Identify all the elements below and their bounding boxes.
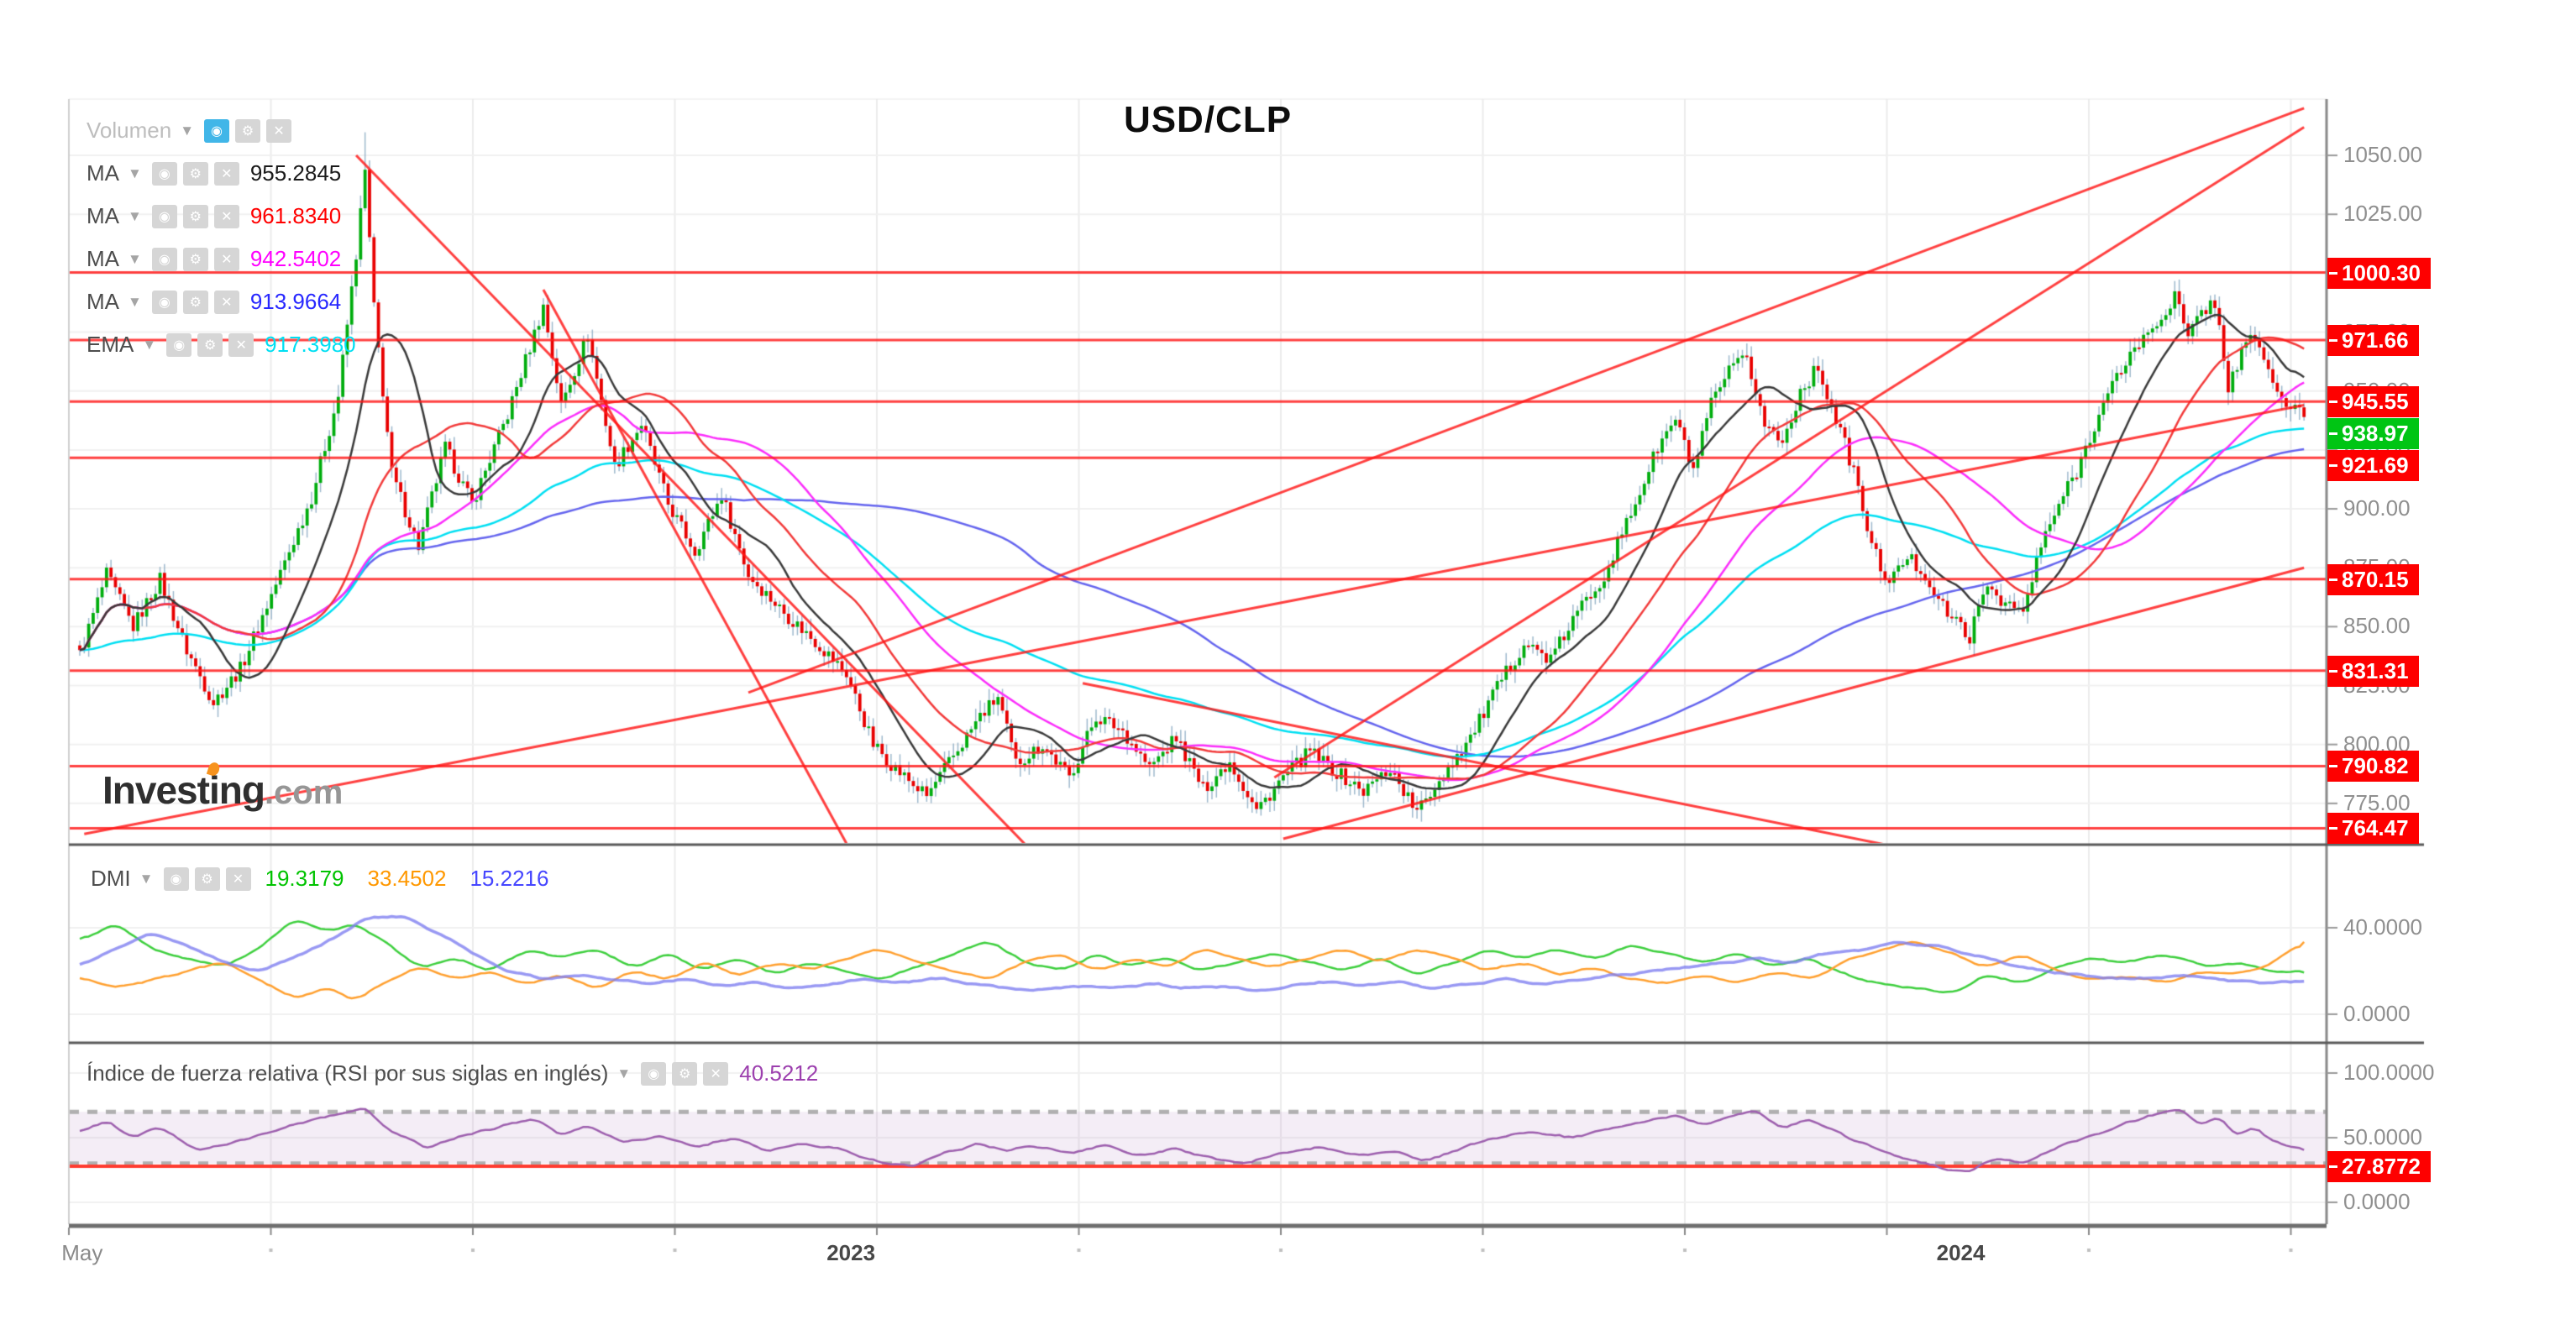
price-tick-label: 1025.00 (2343, 201, 2422, 227)
price-level-badge: 764.47 (2327, 813, 2419, 845)
remove-button[interactable]: ✕ (213, 290, 239, 314)
rsi-value: 40.5212 (739, 1060, 819, 1086)
last-price-badge: 938.97 (2327, 418, 2419, 450)
overlay-label: MA (87, 246, 119, 271)
settings-button[interactable]: ⚙ (182, 161, 208, 186)
indicator-legend-volume: Volumen ▼ ◉ ⚙ ✕ (87, 118, 292, 144)
overlay-label: MA (87, 289, 119, 314)
indicator-value: 955.2845 (249, 160, 342, 186)
dropdown-caret-icon[interactable]: ▼ (616, 1065, 632, 1081)
price-level-badge: 921.69 (2327, 450, 2419, 482)
visibility-toggle-button[interactable]: ◉ (151, 204, 177, 228)
indicator-value: 33.4502 (367, 866, 447, 891)
time-axis[interactable] (69, 1224, 2327, 1275)
visibility-toggle-button[interactable]: ◉ (204, 118, 230, 143)
settings-button[interactable]: ⚙ (182, 204, 208, 228)
settings-button[interactable]: ⚙ (182, 290, 208, 314)
rsi-label: Índice de fuerza relativa (RSI por sus s… (87, 1060, 609, 1086)
indicator-legend-rsi: Índice de fuerza relativa (RSI por sus s… (87, 1060, 818, 1086)
overlay-legend-row: MA ▼ ◉ ⚙ ✕ 942.5402 (87, 246, 341, 272)
remove-button[interactable]: ✕ (266, 118, 292, 143)
overlay-legend-row: EMA ▼ ◉ ⚙ ✕ 917.3980 (87, 332, 356, 358)
price-tick-label: 775.00 (2343, 789, 2411, 815)
dmi-tick-label: 40.0000 (2343, 914, 2422, 940)
settings-button[interactable]: ⚙ (235, 118, 261, 143)
watermark-brand: Investing (102, 768, 265, 812)
visibility-toggle-button[interactable]: ◉ (163, 866, 189, 891)
dropdown-caret-icon[interactable]: ▼ (128, 250, 142, 267)
overlay-legend-row: MA ▼ ◉ ⚙ ✕ 961.8340 (87, 203, 341, 229)
settings-button[interactable]: ⚙ (194, 866, 220, 891)
indicator-value: 15.2216 (470, 866, 549, 891)
volume-label: Volumen (87, 118, 172, 143)
settings-button[interactable]: ⚙ (672, 1061, 698, 1086)
dropdown-caret-icon[interactable]: ▼ (142, 336, 157, 353)
dmi-tick-label: 0.0000 (2343, 1000, 2411, 1026)
indicator-value: 917.3980 (265, 332, 356, 357)
visibility-toggle-button[interactable]: ◉ (151, 161, 177, 186)
price-level-badge: 945.55 (2327, 386, 2419, 418)
remove-button[interactable]: ✕ (228, 332, 254, 357)
visibility-toggle-button[interactable]: ◉ (151, 247, 177, 271)
price-tick-label: 850.00 (2343, 613, 2411, 639)
dmi-values: 19.3179 33.4502 15.2216 (265, 866, 549, 892)
rsi-tick-label: 0.0000 (2343, 1188, 2411, 1214)
time-axis-label: 2023 (826, 1240, 876, 1265)
settings-button[interactable]: ⚙ (197, 332, 223, 357)
dmi-label: DMI (91, 866, 131, 891)
price-level-badge: 1000.30 (2327, 257, 2431, 289)
price-level-badge: 870.15 (2327, 563, 2419, 595)
overlay-label: EMA (87, 332, 134, 357)
indicator-value: 961.8340 (249, 203, 342, 228)
price-level-badge: 831.31 (2327, 655, 2419, 687)
dropdown-caret-icon[interactable]: ▼ (128, 293, 142, 310)
visibility-toggle-button[interactable]: ◉ (166, 332, 192, 357)
dropdown-caret-icon[interactable]: ▼ (180, 122, 195, 139)
indicator-value: 19.3179 (265, 866, 344, 891)
price-level-badge: 790.82 (2327, 751, 2419, 783)
indicator-value: 913.9664 (249, 289, 342, 314)
rsi-tick-label: 50.0000 (2343, 1124, 2422, 1149)
dropdown-caret-icon[interactable]: ▼ (128, 207, 142, 224)
time-axis-label: May (61, 1240, 103, 1265)
remove-button[interactable]: ✕ (225, 866, 251, 891)
visibility-toggle-button[interactable]: ◉ (641, 1061, 667, 1086)
watermark-suffix: .com (264, 774, 344, 811)
rsi-tick-label: 100.0000 (2343, 1060, 2435, 1086)
remove-button[interactable]: ✕ (703, 1061, 729, 1086)
overlay-legend-row: MA ▼ ◉ ⚙ ✕ 955.2845 (87, 160, 341, 186)
dropdown-caret-icon[interactable]: ▼ (139, 870, 154, 887)
visibility-toggle-button[interactable]: ◉ (151, 290, 177, 314)
symbol-title: USD/CLP (1123, 99, 1293, 140)
indicator-legend-dmi: DMI ▼ ◉ ⚙ ✕ 19.3179 33.4502 15.2216 (91, 866, 548, 892)
time-axis-label: 2024 (1936, 1240, 1986, 1265)
investing-watermark: Investing.com (102, 761, 344, 813)
indicator-value: 942.5402 (249, 246, 342, 271)
remove-button[interactable]: ✕ (213, 247, 239, 271)
rsi-level-badge: 27.8772 (2327, 1151, 2431, 1183)
overlay-legend-row: MA ▼ ◉ ⚙ ✕ 913.9664 (87, 289, 341, 315)
overlay-label: MA (87, 160, 119, 186)
price-level-badge: 971.66 (2327, 324, 2419, 356)
settings-button[interactable]: ⚙ (182, 247, 208, 271)
remove-button[interactable]: ✕ (213, 161, 239, 186)
dropdown-caret-icon[interactable]: ▼ (128, 165, 142, 181)
overlay-label: MA (87, 203, 119, 228)
price-tick-label: 1050.00 (2343, 142, 2422, 168)
price-tick-label: 900.00 (2343, 495, 2411, 521)
remove-button[interactable]: ✕ (213, 204, 239, 228)
